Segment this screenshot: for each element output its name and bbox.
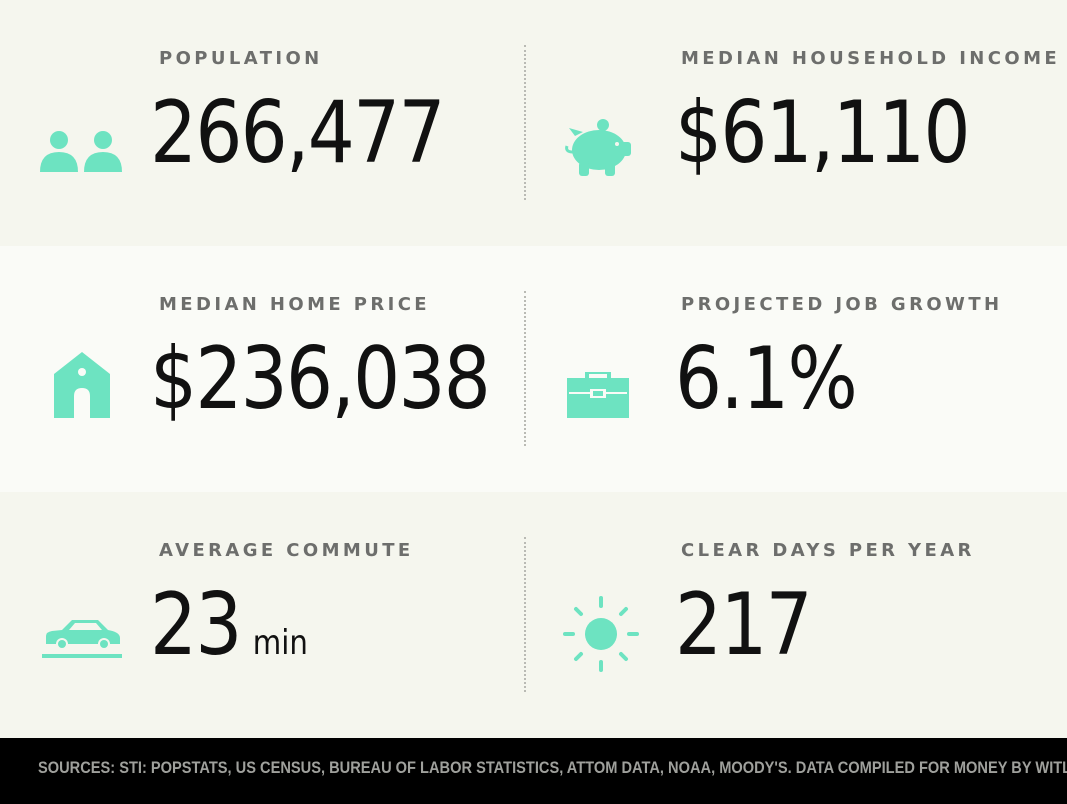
stat-unit: min: [252, 623, 308, 663]
stat-income: MEDIAN HOUSEHOLD INCOME $61,110: [527, 0, 1057, 246]
stat-label: CLEAR DAYS PER YEAR: [681, 540, 975, 561]
column-divider: [524, 537, 526, 692]
stat-population: POPULATION 266,477: [0, 0, 500, 246]
stat-home-price: MEDIAN HOME PRICE $236,038: [0, 246, 500, 492]
stat-label: PROJECTED JOB GROWTH: [681, 294, 1003, 315]
stat-label: AVERAGE COMMUTE: [159, 540, 414, 561]
stat-number: 23: [150, 575, 242, 675]
stat-job-growth: PROJECTED JOB GROWTH 6.1%: [527, 246, 1027, 492]
column-divider: [524, 291, 526, 446]
sources-footer: SOURCES: STI: POPSTATS, US CENSUS, BUREA…: [0, 738, 1067, 804]
stat-value: 266,477: [150, 83, 446, 183]
car-icon: [42, 620, 122, 658]
stat-clear-days: CLEAR DAYS PER YEAR 217: [527, 492, 1027, 738]
stats-row-2: MEDIAN HOME PRICE $236,038 PROJECTED JOB…: [0, 246, 1067, 492]
sun-icon: [563, 596, 639, 672]
house-icon: [54, 352, 110, 418]
stat-label: POPULATION: [159, 48, 323, 69]
people-icon: [40, 131, 122, 172]
stat-value: 6.1%: [675, 329, 858, 429]
briefcase-icon: [567, 372, 629, 418]
stat-label: MEDIAN HOUSEHOLD INCOME: [681, 48, 1061, 69]
stat-value: $236,038: [150, 329, 491, 429]
sources-text: SOURCES: STI: POPSTATS, US CENSUS, BUREA…: [38, 758, 1067, 777]
piggy-bank-icon: [565, 119, 631, 176]
stats-row-3: AVERAGE COMMUTE 23 min CLEAR DAYS PER YEA…: [0, 492, 1067, 738]
stat-value: $61,110: [675, 83, 971, 183]
column-divider: [524, 45, 526, 200]
stats-row-1: POPULATION 266,477 MEDIAN HOUSEHOLD INCO…: [0, 0, 1067, 246]
stat-label: MEDIAN HOME PRICE: [159, 294, 431, 315]
stat-value: 23 min: [150, 578, 308, 673]
stat-value: 217: [675, 575, 813, 675]
stat-commute: AVERAGE COMMUTE 23 min: [0, 492, 500, 738]
